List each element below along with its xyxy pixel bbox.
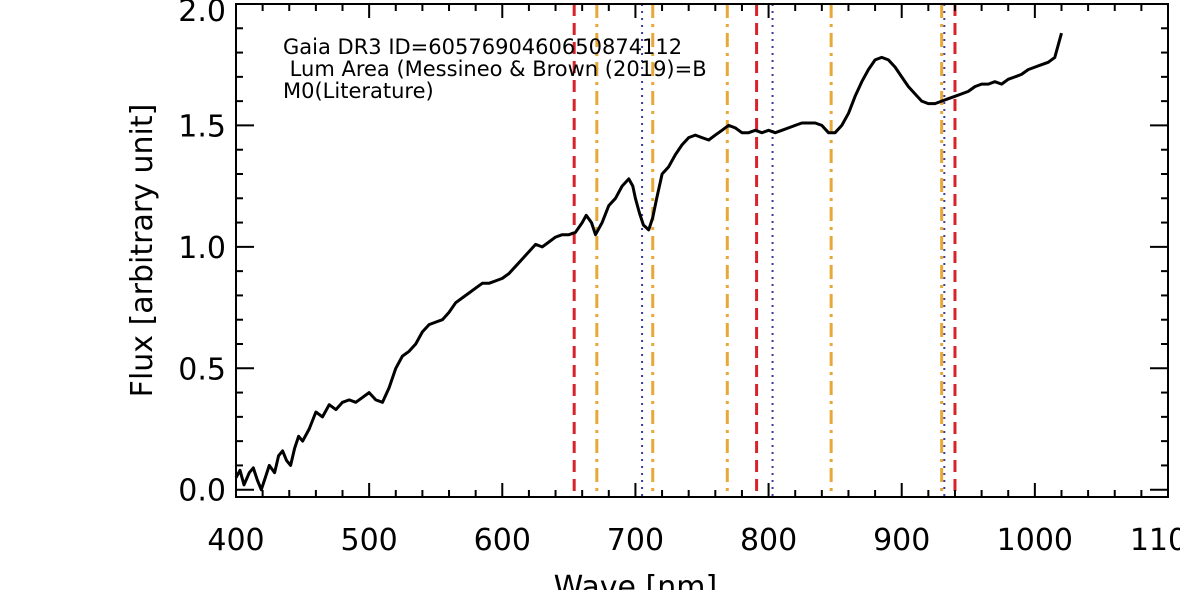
- annotation-lum-area: Lum Area (Messineo & Brown (2019)=B: [283, 57, 707, 81]
- y-tick-label: 0.5: [178, 352, 226, 387]
- x-tick-label: 900: [873, 523, 930, 558]
- x-axis-title: Wave [nm]: [554, 570, 718, 590]
- x-tick-label: 600: [474, 523, 531, 558]
- annotation-spectral-type: M0(Literature): [283, 79, 434, 103]
- annotation-gaia-id: Gaia DR3 ID=6057690460650874112: [283, 35, 682, 59]
- y-tick-label: 1.0: [178, 231, 226, 266]
- plot-frame: [235, 3, 1169, 498]
- x-tick-label: 1000: [997, 523, 1073, 558]
- x-tick-label: 500: [341, 523, 398, 558]
- y-tick-label: 0.0: [178, 474, 226, 509]
- y-axis-title: Flux [arbitrary unit]: [125, 104, 160, 398]
- series-group: [234, 32, 1063, 492]
- y-tick-label: 2.0: [178, 0, 226, 29]
- reference-lines-group: [572, 4, 957, 497]
- x-tick-label: 700: [607, 523, 664, 558]
- annotation-block: Gaia DR3 ID=6057690460650874112 Lum Area…: [283, 35, 707, 103]
- spectrum-line-0: [234, 32, 1063, 492]
- x-tick-label: 400: [207, 523, 264, 558]
- ticks-group: [235, 3, 1169, 497]
- x-tick-label: 800: [740, 523, 797, 558]
- y-tick-label: 1.5: [178, 109, 226, 144]
